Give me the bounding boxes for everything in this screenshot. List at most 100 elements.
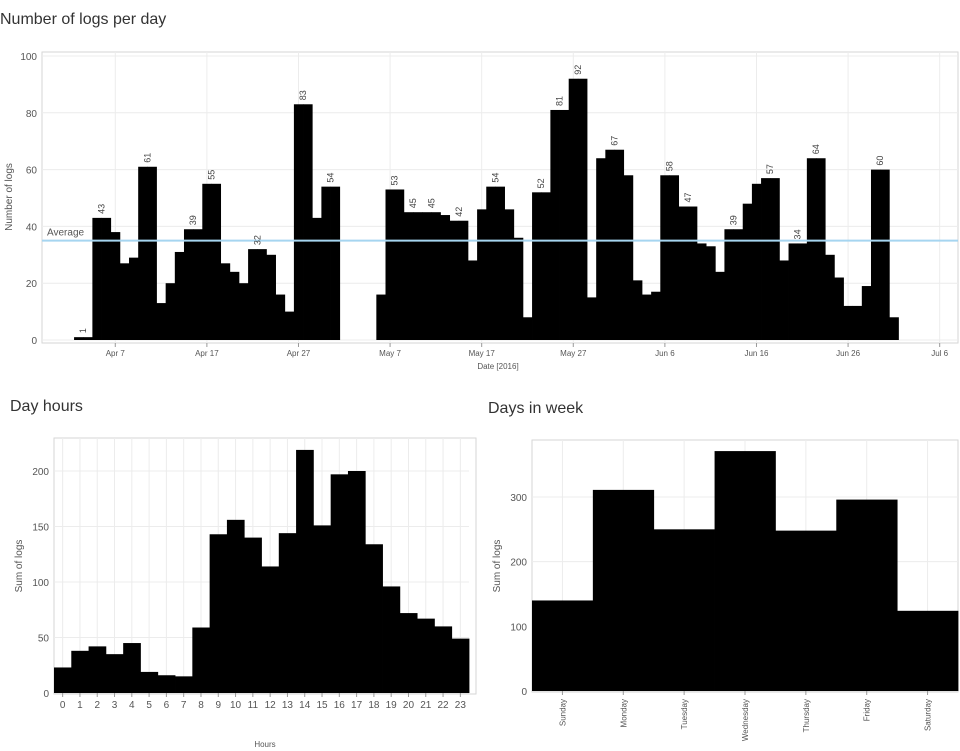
data-label-2016-06-20: 34	[793, 229, 803, 239]
bar-2016-04-22	[248, 249, 258, 340]
x-tick-label-6: 6	[164, 700, 170, 711]
x-tick-label-16: 16	[334, 700, 346, 711]
y-tick-label-200: 200	[510, 558, 527, 569]
bar-2016-05-26	[559, 109, 570, 341]
bar-monday	[592, 489, 655, 691]
x-tick-label-13: 13	[282, 700, 294, 711]
bar-2016-05-24	[541, 192, 551, 340]
bar-2016-06-25	[834, 277, 844, 340]
data-label-2016-05-25: 81	[555, 96, 565, 106]
y-tick-label-20: 20	[26, 279, 38, 290]
x-tick-label-friday: Friday	[863, 699, 872, 721]
bar-2016-04-24	[266, 254, 276, 340]
x-tick-label-apr-27: Apr 27	[287, 349, 311, 358]
x-tick-label-12: 12	[265, 700, 277, 711]
data-label-2016-06-13: 39	[729, 215, 739, 225]
data-label-2016-04-10: 61	[142, 153, 152, 163]
x-tick-label-22: 22	[438, 700, 450, 711]
bar-2016-04-19	[220, 263, 231, 340]
bar-2016-04-03	[74, 337, 84, 340]
bar-2016-04-16	[193, 229, 203, 340]
bar-2016-06-11	[706, 246, 716, 340]
bar-16	[330, 474, 349, 693]
y-tick-label-40: 40	[26, 222, 38, 233]
data-label-2016-04-17: 55	[206, 170, 216, 180]
y-axis-label-day-hours: Sum of logs	[14, 540, 25, 593]
bar-2016-06-15	[742, 203, 753, 340]
bar-15	[313, 525, 332, 693]
data-label-2016-06-08: 47	[683, 193, 693, 203]
bar-wednesday	[714, 451, 776, 691]
bar-2016-04-07	[110, 232, 121, 340]
bar-2016-05-01	[330, 186, 341, 340]
bar-2016-05-30	[596, 158, 606, 340]
bar-2016-04-10	[138, 166, 148, 340]
bar-2016-05-10	[412, 212, 423, 340]
bar-2016-04-12	[156, 303, 167, 340]
bar-12	[261, 566, 280, 693]
x-tick-label-may-27: May 27	[560, 349, 587, 358]
y-tick-label-80: 80	[26, 109, 38, 120]
data-label-2016-06-06: 58	[664, 161, 674, 171]
bar-2016-04-18	[211, 183, 222, 340]
x-tick-label-8: 8	[198, 700, 204, 711]
x-ticks-days-in-week: Sunday Monday Tuesday Wednesday Thursday Frid…	[558, 691, 933, 741]
bar-11	[244, 537, 262, 693]
x-tick-label-sunday: Sunday	[558, 699, 567, 726]
x-tick-label-9: 9	[215, 700, 221, 711]
bar-2016-05-09	[403, 212, 414, 340]
bar-2016-04-28	[303, 104, 313, 340]
x-axis-label-day-hours: Hours	[254, 740, 275, 749]
bar-2016-05-13	[440, 215, 451, 340]
bar-2016-06-20	[788, 243, 799, 340]
x-tick-label-10: 10	[230, 700, 242, 711]
bar-21	[417, 618, 435, 693]
bar-2016-04-13	[165, 283, 176, 340]
y-tick-label-100: 100	[20, 52, 37, 63]
y-tick-label-50: 50	[38, 634, 50, 645]
x-tick-label-4: 4	[129, 700, 135, 711]
bar-2016-05-28	[577, 78, 588, 340]
bar-2016-05-22	[522, 317, 533, 340]
bar-2016-06-21	[797, 243, 808, 340]
bar-2016-06-27	[852, 305, 863, 340]
bar-23	[451, 638, 470, 693]
x-tick-label-11: 11	[248, 700, 259, 711]
x-tick-label-3: 3	[112, 700, 118, 711]
y-tick-label-200: 200	[32, 467, 49, 478]
bar-2016-05-06	[376, 294, 386, 340]
y-tick-label-0: 0	[31, 336, 37, 347]
logs-per-day-chart: Number of logs per day Average 1 43 61 39 55…	[0, 11, 959, 371]
bar-2016-04-06	[101, 217, 112, 340]
data-label-2016-04-22: 32	[252, 235, 262, 245]
data-label-2016-04-27: 83	[298, 90, 308, 100]
x-tick-label-1: 1	[77, 700, 83, 711]
bar-2016-04-05	[92, 217, 102, 340]
x-tick-label-may-17: May 17	[469, 349, 496, 358]
chart-title-logs-per-day: Number of logs per day	[0, 11, 166, 28]
chart-title-days-in-week: Days in week	[488, 400, 584, 417]
days-in-week-chart: Days in week 0 100 200 300 Sunday Monday Tues…	[488, 400, 959, 741]
bar-2016-05-17	[477, 209, 487, 340]
bar-saturday	[897, 610, 959, 691]
bar-7	[175, 676, 193, 693]
x-tick-label-jul-6: Jul 6	[931, 349, 948, 358]
bar-2016-05-14	[449, 220, 460, 340]
y-tick-label-0: 0	[521, 687, 527, 698]
bar-tuesday	[653, 529, 715, 691]
bar-thursday	[775, 530, 837, 691]
y-tick-label-100: 100	[510, 622, 527, 633]
bar-2016-04-25	[275, 294, 286, 340]
data-label-2016-05-09: 45	[408, 198, 418, 208]
x-tick-label-jun-26: Jun 26	[836, 349, 861, 358]
bar-10	[226, 519, 245, 693]
y-tick-label-0: 0	[43, 689, 49, 700]
bar-3	[105, 654, 124, 693]
bar-2016-04-14	[174, 251, 185, 340]
bar-2016-05-25	[550, 109, 560, 341]
bar-2016-06-28	[861, 286, 872, 340]
bar-5	[140, 671, 159, 693]
data-label-2016-04-05: 43	[97, 204, 107, 214]
x-tick-label-0: 0	[60, 700, 66, 711]
bar-2016-06-03	[632, 280, 643, 340]
